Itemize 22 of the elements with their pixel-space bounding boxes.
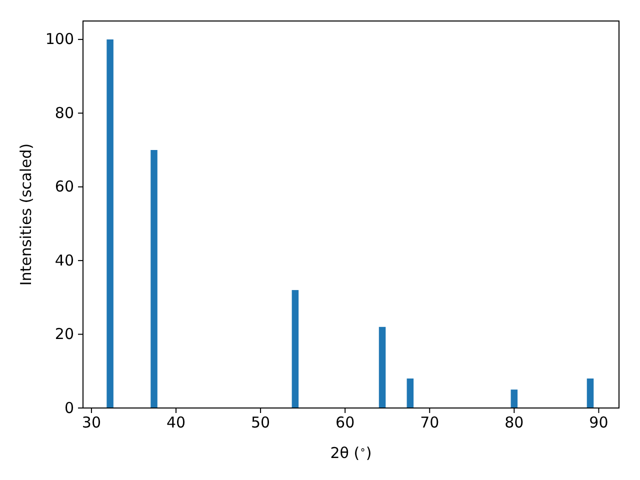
x-tick-label: 50 (250, 414, 270, 432)
x-tick-label: 90 (589, 414, 608, 432)
y-tick-label: 80 (54, 104, 74, 122)
bar (292, 290, 299, 408)
x-tick-label: 60 (336, 414, 355, 432)
x-tick-label: 40 (166, 414, 186, 432)
y-tick-label: 100 (45, 30, 74, 48)
y-tick-label: 0 (64, 398, 74, 417)
x-axis-title: 2θ ($^{∘}$) (330, 444, 372, 462)
bar (150, 150, 158, 408)
bar (510, 390, 518, 408)
bar (106, 39, 114, 408)
bar (378, 326, 386, 408)
bar (586, 378, 594, 408)
bar (406, 378, 414, 408)
y-tick-label: 60 (54, 178, 74, 196)
x-tick-label: 70 (420, 414, 440, 432)
y-axis-title: Intensities (scaled) (17, 143, 35, 286)
y-tick-label: 40 (54, 251, 74, 270)
y-tick-label: 20 (54, 325, 74, 344)
x-tick-label: 80 (504, 414, 524, 432)
x-tick-label: 30 (82, 414, 101, 432)
